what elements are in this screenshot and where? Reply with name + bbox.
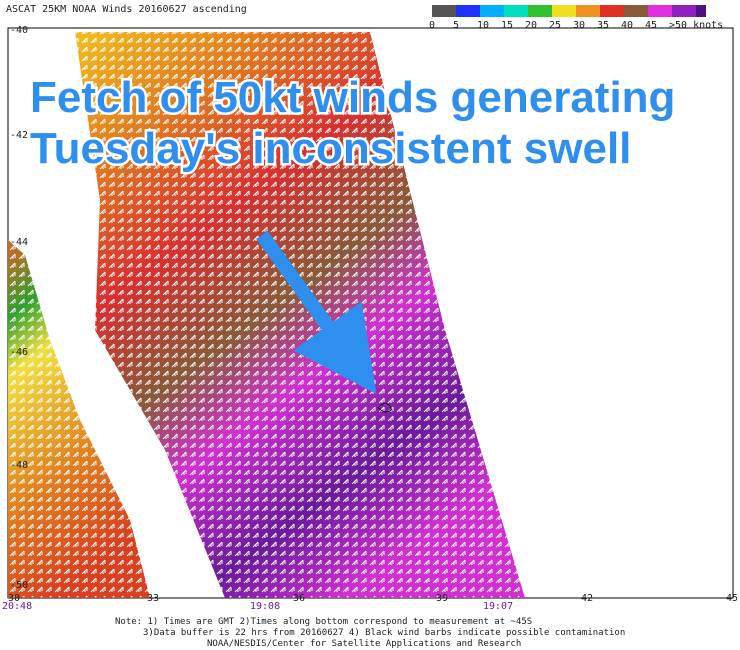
scale-label: 10 [477,20,489,31]
lat-label: -46 [10,347,28,358]
lon-label: 42 [581,593,593,604]
scale-label: 45 [645,20,657,31]
lon-label: 30 [8,593,20,604]
scale-label: >50 knots [669,20,723,31]
scale-label: 30 [573,20,585,31]
scale-label: 0 [429,20,435,31]
time-label: 19:08 [250,601,280,612]
island [377,402,392,413]
annotation-line: Tuesday's inconsistent swell [30,124,631,173]
lat-label: -42 [10,130,28,141]
scale-label: 35 [597,20,609,31]
time-label: 20:48 [2,601,32,612]
lat-label: -40 [10,25,28,36]
scale-label: 40 [621,20,633,31]
arrow [256,230,377,395]
note-line: 3)Data buffer is 22 hrs from 20160627 4)… [143,628,625,638]
lon-label: 45 [726,593,738,604]
lat-label: -50 [10,580,28,591]
note-line: NOAA/NESDIS/Center for Satellite Applica… [207,639,521,649]
lat-label: -48 [10,460,28,471]
note-line: Note: 1) Times are GMT 2)Times along bot… [115,617,532,627]
lon-label: 39 [436,593,448,604]
annotation-line: Fetch of 50kt winds generating [30,73,675,122]
scale-label: 15 [501,20,513,31]
scale-label: 5 [453,20,459,31]
lat-label: -44 [10,237,28,248]
scale-label: 20 [525,20,537,31]
title: ASCAT 25KM NOAA Winds 20160627 ascending [6,4,247,15]
color-scale [432,5,706,17]
lon-label: 36 [293,593,305,604]
scale-label: 25 [549,20,561,31]
lon-label: 33 [147,593,159,604]
time-label: 19:07 [483,601,513,612]
